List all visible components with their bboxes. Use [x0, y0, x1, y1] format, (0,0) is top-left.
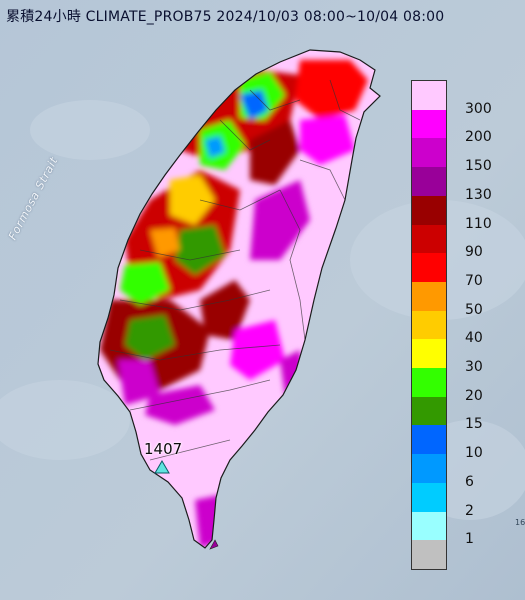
legend-swatch	[412, 167, 446, 197]
legend-swatch	[412, 310, 446, 340]
legend-swatch	[412, 138, 446, 168]
legend-swatch	[412, 368, 446, 398]
legend-label: 150	[465, 158, 492, 175]
legend-label: 70	[465, 272, 483, 289]
legend-swatch	[412, 81, 446, 111]
legend-label: 1	[465, 531, 474, 548]
legend-swatch	[412, 482, 446, 513]
legend-swatch	[412, 224, 446, 254]
legend-swatch	[412, 540, 446, 570]
legend-label: 90	[465, 244, 483, 261]
corner-note: 16	[515, 518, 525, 527]
legend-label: 130	[465, 186, 492, 203]
county-boundaries	[109, 79, 361, 461]
legend-swatch	[412, 396, 446, 426]
legend-swatch	[412, 281, 446, 312]
legend-label: 6	[465, 473, 474, 490]
legend-label: 20	[465, 387, 483, 404]
legend-swatch	[412, 511, 446, 541]
legend-label: 15	[465, 416, 483, 433]
legend-label: 10	[465, 445, 483, 462]
legend-label: 300	[465, 100, 492, 117]
legend-swatch	[412, 454, 446, 484]
legend-color-bar	[411, 80, 447, 570]
legend-swatch	[412, 339, 446, 369]
rainfall-legend: 300 200 150 130 110 90 70 50 40 30 20 15 10 6 2 1	[411, 80, 521, 570]
legend-label: 30	[465, 359, 483, 376]
map-title: 累積24小時 CLIMATE_PROB75 2024/10/03 08:00~1…	[6, 9, 445, 25]
legend-label: 50	[465, 301, 483, 318]
legend-label: 2	[465, 502, 474, 519]
legend-label: 110	[465, 215, 492, 232]
south-cape	[209, 539, 219, 550]
triangle-marker-icon	[154, 460, 170, 474]
legend-label: 200	[465, 129, 492, 146]
legend-swatch	[412, 425, 446, 455]
legend-swatch	[412, 253, 446, 283]
legend-swatch	[412, 195, 446, 226]
station-label: 1407	[144, 440, 183, 458]
legend-swatch	[412, 109, 446, 139]
legend-label: 40	[465, 330, 483, 347]
